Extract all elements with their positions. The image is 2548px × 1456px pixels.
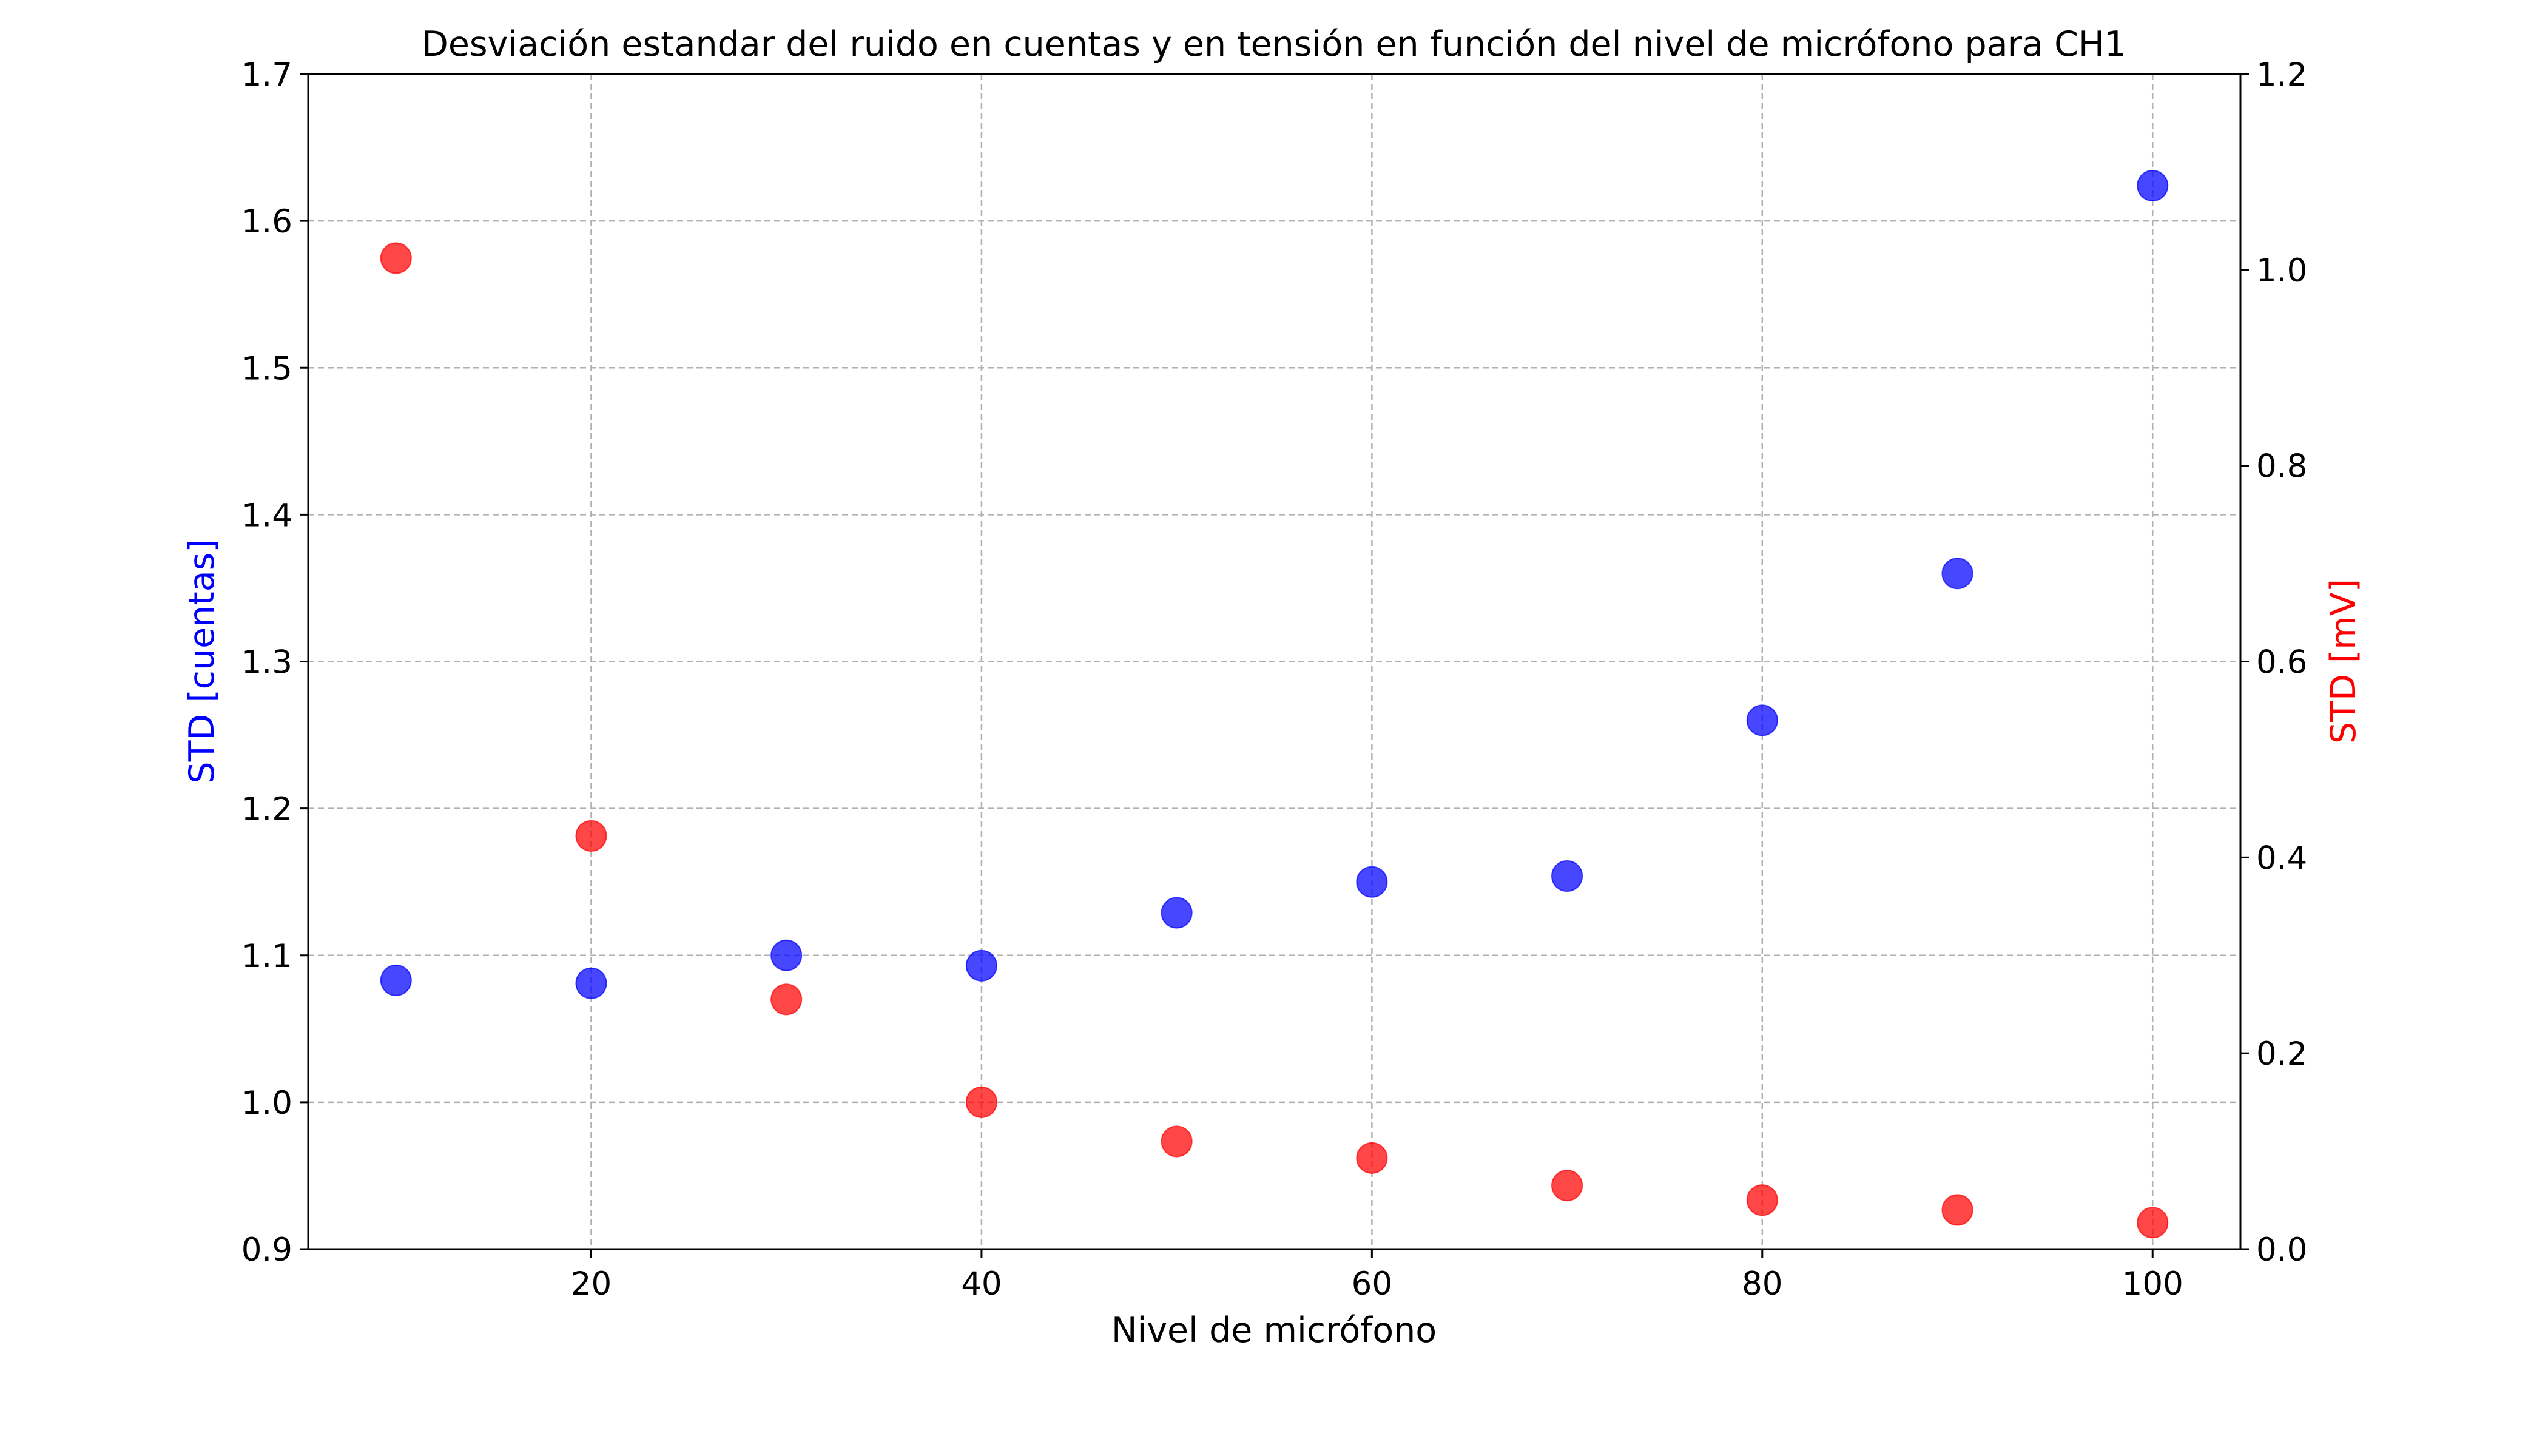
y-left-tick-label: 1.1 (241, 938, 292, 975)
x-tick-label: 60 (1352, 1266, 1392, 1303)
mv-data-point (380, 242, 412, 274)
mv-data-point (2137, 1207, 2169, 1239)
y-left-tick-label: 1.6 (241, 203, 292, 240)
counts-data-point (1356, 866, 1388, 898)
y-left-tick-label: 1.7 (241, 56, 292, 93)
y-axis-right-label: STD [mV] (2324, 579, 2364, 744)
counts-data-point (965, 949, 997, 982)
counts-data-point (1161, 897, 1193, 929)
mv-data-point (1551, 1170, 1583, 1202)
y-left-tick-label: 0.9 (241, 1232, 292, 1269)
y-left-tick-label: 1.4 (241, 497, 292, 534)
mv-data-point (1356, 1142, 1388, 1174)
counts-data-point (1746, 704, 1778, 736)
y-left-tick-label: 1.0 (241, 1085, 292, 1122)
y-right-tick-label: 0.0 (2256, 1232, 2307, 1269)
x-tick-label: 40 (961, 1266, 1002, 1303)
y-right-tick-label: 0.8 (2256, 448, 2307, 485)
axis-ticks: 20 40 60 80 100 0.9 1.0 1.1 1.2 1.3 1.4 1.5 1.6 1.7 0.… (241, 56, 2308, 1303)
y-left-tick-label: 1.2 (241, 791, 292, 828)
counts-data-point (1941, 558, 1973, 590)
y-axis-left-label: STD [cuentas] (182, 539, 222, 783)
counts-data-point (1551, 860, 1583, 892)
y-left-tick-label: 1.5 (241, 350, 292, 387)
counts-data-point (2137, 170, 2169, 202)
data-points (380, 170, 2169, 1239)
mv-data-point (575, 820, 607, 852)
counts-data-point (575, 967, 607, 999)
x-axis-label: Nivel de micrófono (1111, 1310, 1437, 1350)
y-right-tick-label: 0.2 (2256, 1036, 2307, 1073)
mv-data-point (965, 1086, 997, 1118)
x-tick-label: 20 (571, 1266, 612, 1303)
mv-data-point (1161, 1125, 1193, 1158)
y-right-tick-label: 1.0 (2256, 252, 2307, 289)
y-right-tick-label: 0.4 (2256, 840, 2307, 877)
mv-data-point (1941, 1194, 1973, 1226)
mv-data-point (770, 983, 803, 1016)
x-tick-label: 80 (1742, 1266, 1782, 1303)
y-right-tick-label: 1.2 (2256, 56, 2307, 93)
mv-data-point (1746, 1184, 1778, 1216)
x-tick-label: 100 (2122, 1266, 2183, 1303)
y-left-tick-label: 1.3 (241, 644, 292, 681)
chart-title: Desviación estandar del ruido en cuentas… (422, 24, 2126, 64)
counts-data-point (770, 939, 803, 971)
y-right-tick-label: 0.6 (2256, 644, 2307, 681)
counts-data-point (380, 964, 412, 996)
